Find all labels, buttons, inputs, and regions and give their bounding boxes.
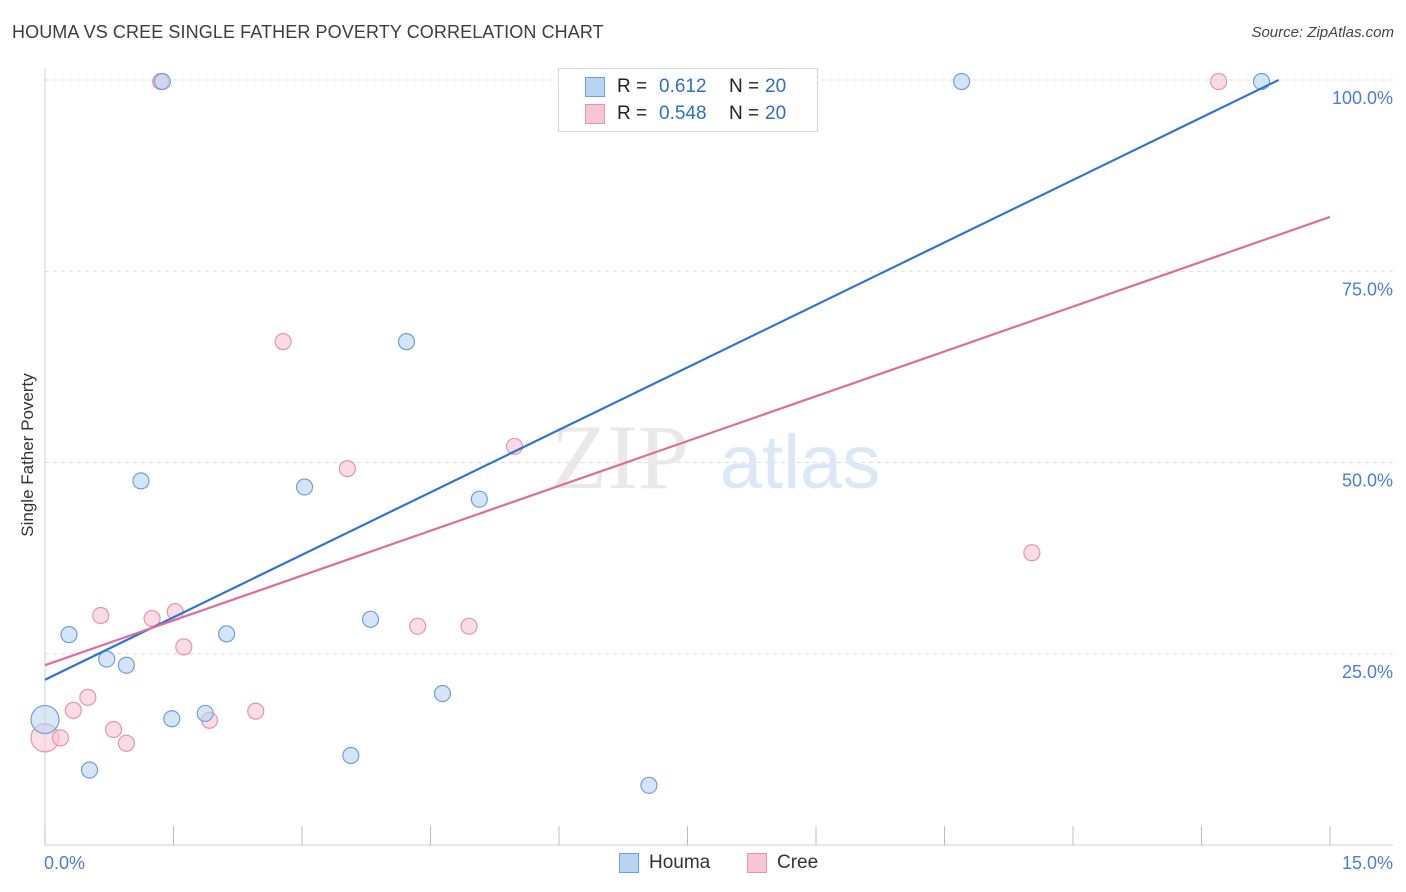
houma-swatch [585, 77, 605, 97]
watermark: ZIP atlas [551, 406, 880, 508]
cree-point [79, 688, 97, 706]
watermark-zip: ZIP [551, 406, 689, 508]
houma-point [132, 472, 150, 490]
houma-legend-label: Houma [649, 852, 711, 873]
houma-point [218, 625, 236, 643]
houma-n-value: 20 [765, 76, 787, 97]
houma-point [153, 72, 171, 91]
grid-layer [45, 79, 1393, 655]
cree-trend-line [44, 215, 1331, 667]
houma-r-label: R = [617, 76, 648, 97]
houma-point [117, 656, 135, 674]
y-tick-label: 75.0% [1342, 279, 1393, 299]
legend-item-houma: Houma [619, 852, 710, 874]
houma-point [196, 704, 214, 723]
cree-legend-label: Cree [777, 852, 819, 873]
cree-n-label: N = [729, 103, 760, 124]
houma-point [342, 746, 360, 765]
cree-point [338, 460, 357, 478]
y-tick-label: 25.0% [1342, 662, 1393, 682]
trend-layer [44, 79, 1331, 681]
cree-point [175, 638, 193, 656]
points-layer [30, 72, 1271, 794]
cree-n-value: 20 [765, 103, 787, 124]
y-axis-label: Single Father Poverty [18, 373, 37, 537]
cree-point [117, 734, 135, 752]
houma-trend-line [44, 79, 1280, 681]
source-credit: Source: ZipAtlas.com [1251, 24, 1394, 41]
houma-n-label: N = [729, 76, 760, 97]
watermark-atlas: atlas [720, 420, 881, 505]
series-legend: Houma Cree [0, 852, 1406, 878]
cree-point [460, 617, 478, 635]
houma-point [60, 626, 78, 644]
cree-swatch [585, 104, 605, 124]
cree-legend-swatch [747, 853, 767, 873]
cree-point [1210, 72, 1228, 91]
x-tick-label-max: 15.0% [1342, 853, 1393, 873]
houma-point [163, 710, 181, 728]
cree-point [274, 333, 292, 351]
legend-item-cree: Cree [747, 852, 818, 874]
houma-point [361, 610, 380, 628]
cree-r-label: R = [617, 103, 648, 124]
y-tick-label: 50.0% [1342, 471, 1393, 491]
cree-r-value: 0.548 [659, 103, 707, 124]
cree-point [104, 720, 123, 739]
houma-point [433, 684, 452, 703]
cree-point [247, 702, 265, 720]
y-tick-label: 100.0% [1332, 88, 1393, 108]
x-tick-label-min: 0.0% [44, 853, 85, 873]
cree-point [409, 617, 427, 635]
houma-point [640, 776, 658, 794]
chart-title: HOUMA VS CREE SINGLE FATHER POVERTY CORR… [12, 22, 604, 42]
axis-layer [44, 68, 1393, 846]
houma-r-value: 0.612 [659, 76, 707, 97]
cree-point [1023, 544, 1041, 562]
houma-point [953, 72, 971, 91]
houma-legend-swatch [619, 853, 639, 873]
houma-point [80, 761, 99, 779]
correlation-legend: R = 0.612 N = 20 R = 0.548 N = 20 [558, 68, 818, 132]
houma-point [30, 704, 60, 735]
houma-point [295, 478, 314, 496]
houma-point [397, 333, 416, 351]
label-layer: 25.0% 50.0% 75.0% 100.0% 0.0% 15.0% [44, 88, 1393, 873]
cree-point [64, 701, 82, 719]
cree-point [51, 729, 70, 747]
houma-point [98, 650, 116, 668]
houma-point [470, 490, 488, 508]
cree-point [92, 606, 110, 625]
